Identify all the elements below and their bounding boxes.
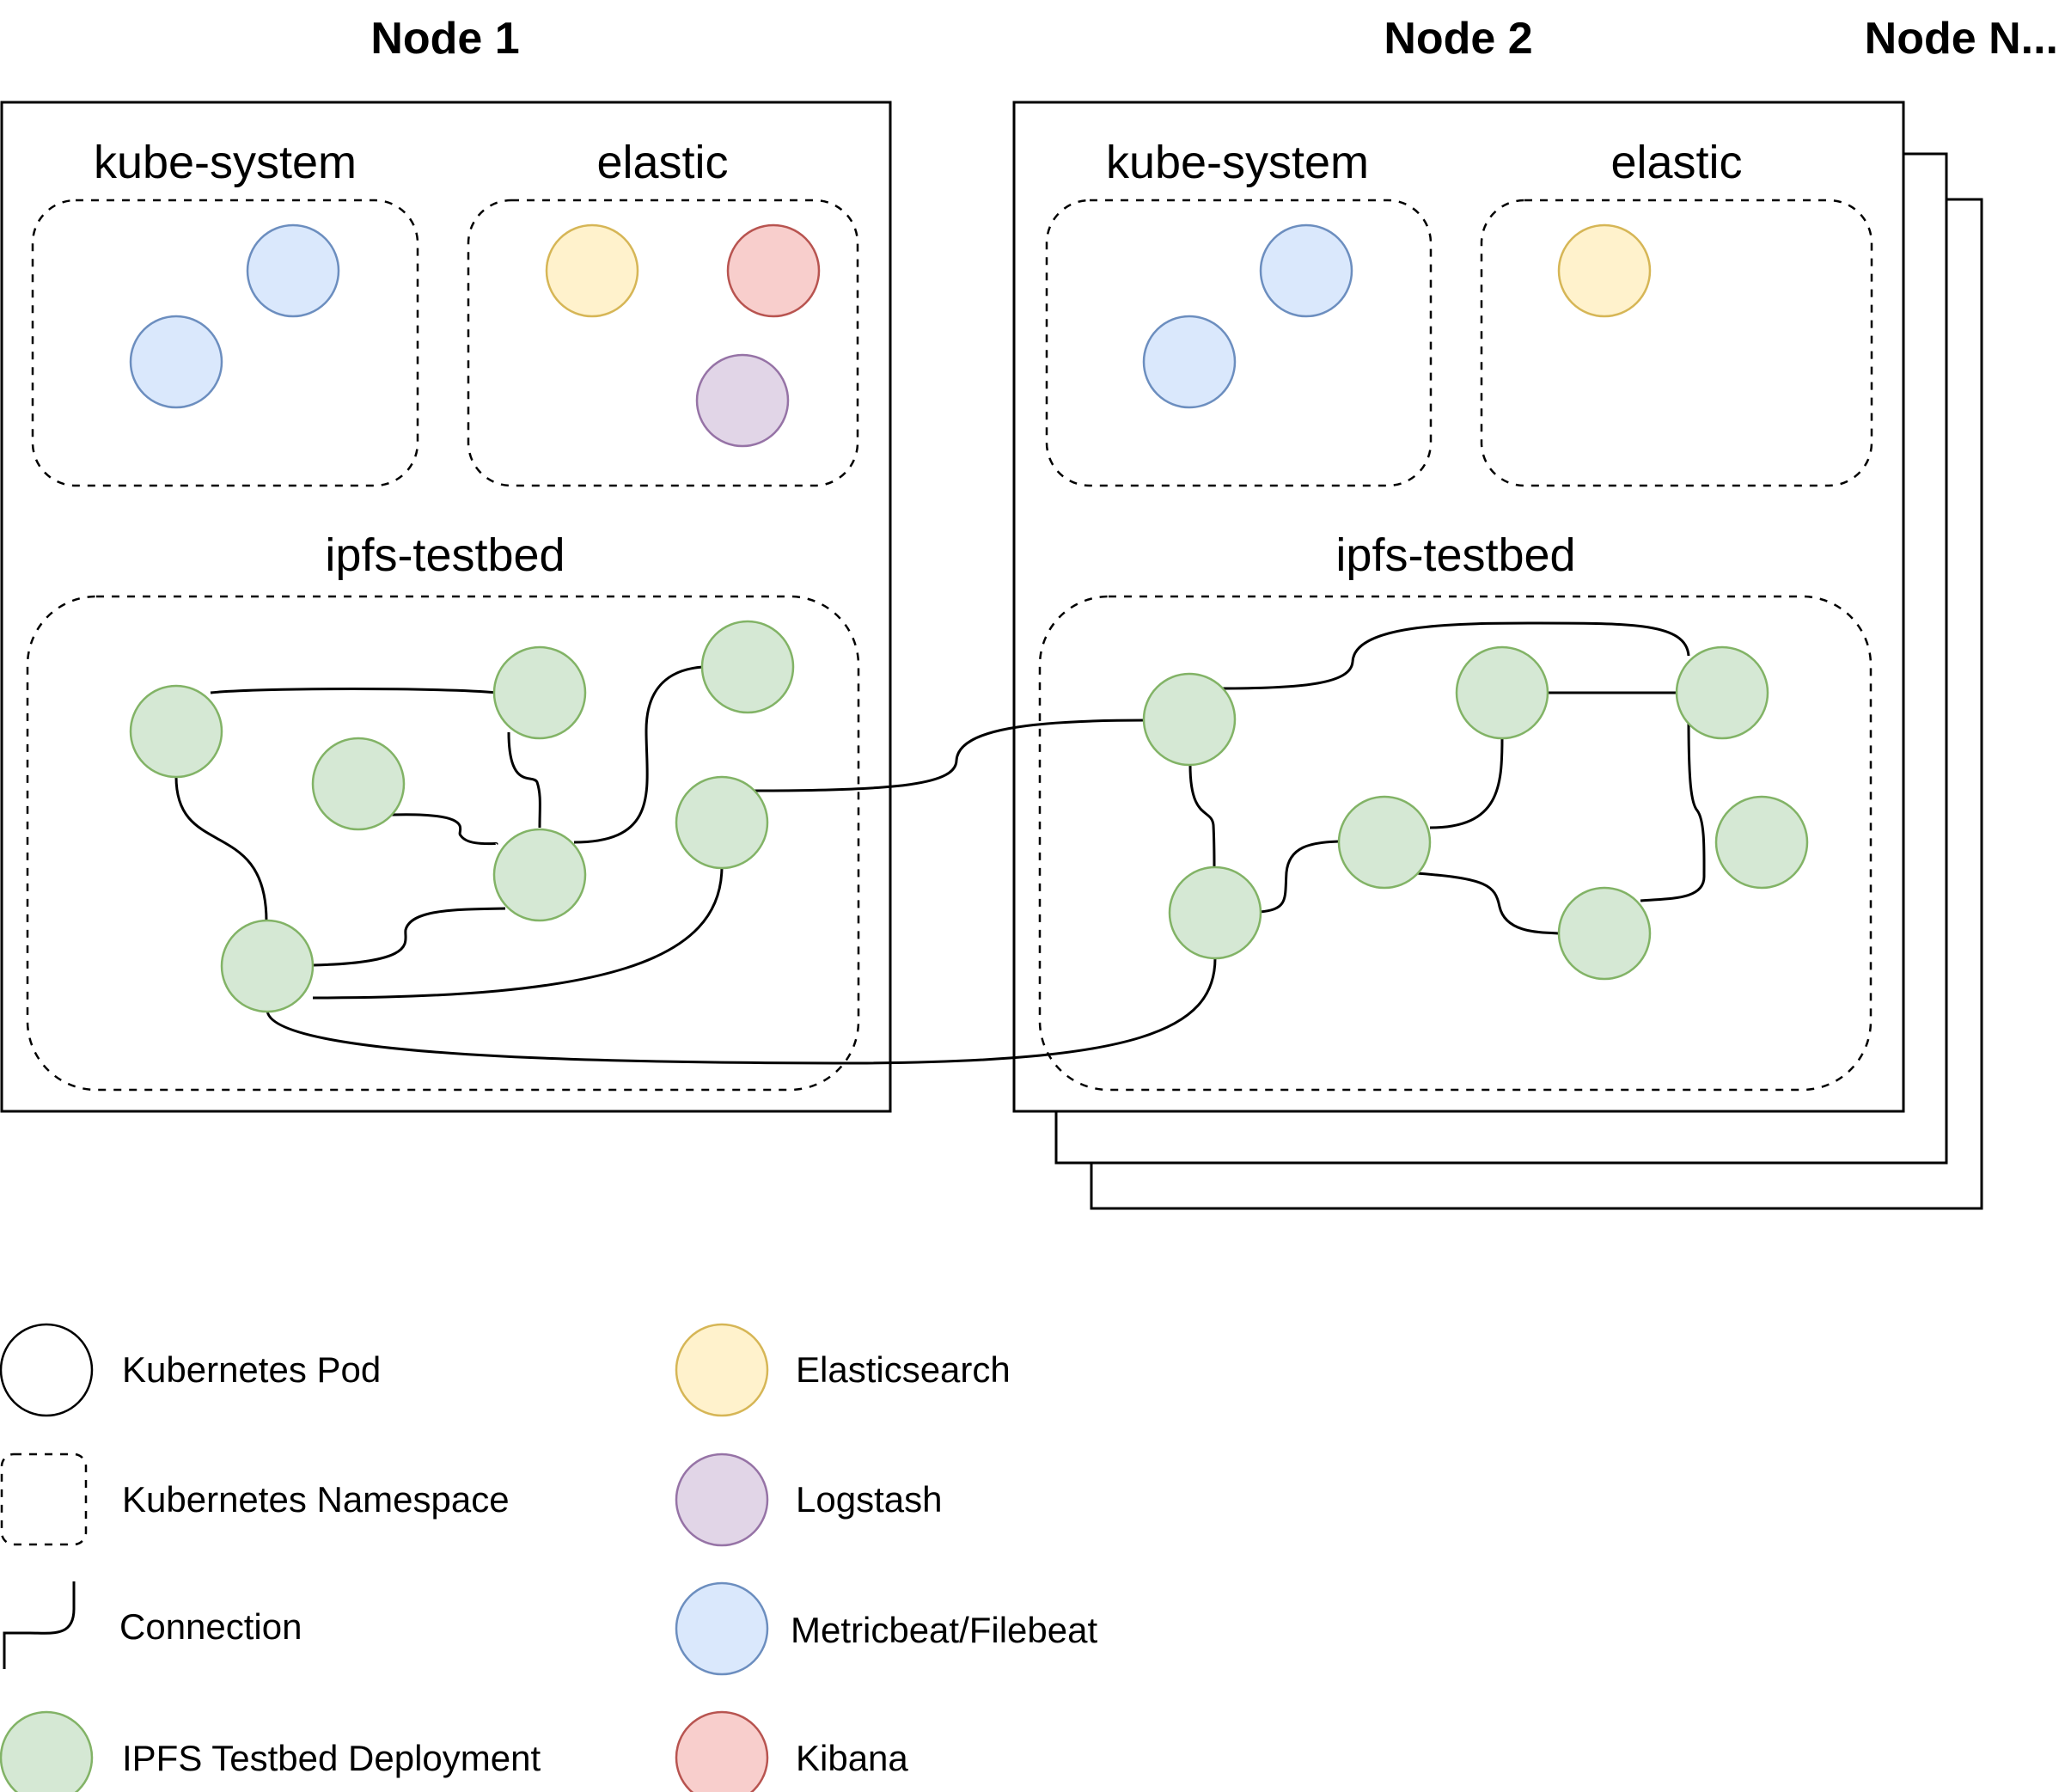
node-1-kibana-pod [726, 223, 821, 318]
node-1-ipfs-testbed-namespace [26, 595, 860, 1092]
node-1-metricbeat-pod [246, 223, 340, 318]
connections [174, 621, 1706, 1065]
node-1-title: Node 1 [370, 14, 519, 64]
node-1-ipfs-pod [492, 828, 587, 922]
connection [174, 776, 268, 922]
node-2-ipfs-pod [1168, 865, 1262, 960]
node-1-ipfs-pod [492, 645, 587, 740]
node-2-ipfs-pod [1455, 645, 1549, 740]
node-1-ipfs-pod [675, 775, 769, 870]
connection [1429, 737, 1504, 829]
node-1-ipfs-pod [220, 919, 315, 1013]
connection [573, 665, 704, 844]
node-1-logstash-pod [695, 353, 790, 448]
legend-pod-icon [0, 1323, 94, 1417]
legend-namespace-icon [0, 1453, 88, 1546]
legend-ipfs-icon [0, 1710, 94, 1792]
node-1-elasticsearch-pod [545, 223, 639, 318]
connection [312, 907, 506, 967]
legend-ipfs-label: IPFS Testbed Deployment [122, 1738, 541, 1778]
legend-elasticsearch-icon [675, 1323, 769, 1417]
node-1-ipfs-pod [129, 684, 223, 779]
node-2-metricbeat-pod [1259, 223, 1353, 318]
connection [1259, 840, 1340, 914]
legend: Kubernetes Pod Kubernetes Namespace Conn… [0, 1323, 1097, 1792]
node-1-ipfs-pod [311, 737, 406, 831]
node-2-elasticsearch-pod [1557, 223, 1652, 318]
node-2-kube-system-label: kube-system [1106, 137, 1369, 188]
legend-kibana-label: Kibana [796, 1738, 908, 1778]
node-2-ipfs-pod [1714, 795, 1809, 890]
connection [1219, 621, 1690, 690]
node-1-kube-system-label: kube-system [94, 137, 357, 188]
node-2-ipfs-pod [1337, 795, 1432, 890]
legend-namespace-label: Kubernetes Namespace [122, 1479, 510, 1520]
node-1-ipfs-pod [700, 620, 795, 714]
connection [390, 813, 498, 846]
node-2-elastic-namespace [1480, 199, 1873, 487]
connection [210, 688, 498, 694]
connection [1415, 872, 1561, 935]
legend-elasticsearch-label: Elasticsearch [796, 1349, 1011, 1390]
node-2-kube-system-namespace [1045, 199, 1433, 487]
connection [507, 731, 541, 829]
connection [312, 865, 724, 1000]
legend-metricbeat-icon [675, 1581, 769, 1676]
node-1-ipfs-testbed-label: ipfs-testbed [325, 529, 565, 581]
node-n-title: Node N... [1865, 14, 2058, 64]
node-1-elastic-label: elastic [596, 137, 728, 188]
node-2-ipfs-testbed-label: ipfs-testbed [1335, 529, 1575, 581]
connection [1188, 764, 1216, 869]
node-2-ipfs-testbed-namespace [1038, 595, 1873, 1092]
node-2-ipfs-pod [1675, 645, 1769, 740]
node-1-elastic-namespace [467, 199, 859, 487]
node-2-filebeat-pod [1142, 315, 1237, 409]
connection [266, 957, 1217, 1065]
legend-connection-label: Connection [119, 1606, 302, 1647]
legend-metricbeat-label: Metricbeat/Filebeat [791, 1610, 1097, 1650]
connection [754, 719, 1146, 792]
connection [1640, 717, 1706, 902]
legend-kibana-icon [675, 1710, 769, 1792]
node-2-box [1012, 101, 1905, 1113]
node-2-ipfs-pod [1142, 672, 1237, 767]
legend-pod-label: Kubernetes Pod [122, 1349, 381, 1390]
node-2-ipfs-pod [1557, 886, 1652, 981]
node-2-title: Node 2 [1384, 14, 1532, 64]
legend-logstash-label: Logstash [796, 1479, 942, 1520]
node-1-kube-system-namespace [31, 199, 419, 487]
legend-connection-icon [3, 1581, 76, 1669]
node-2-elastic-label: elastic [1610, 137, 1742, 188]
node-1-filebeat-pod [129, 315, 223, 409]
legend-logstash-icon [675, 1453, 769, 1547]
